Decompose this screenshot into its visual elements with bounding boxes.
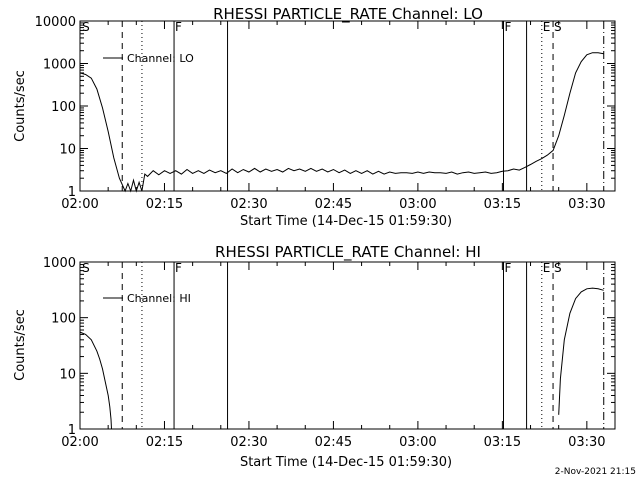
event-marker-label: F: [504, 20, 511, 34]
panel-lo-plot-frame: [79, 20, 616, 192]
x-tick-label: 02:45: [315, 435, 352, 450]
event-marker-label: S: [554, 261, 562, 275]
x-tick-label: 03:00: [399, 197, 436, 212]
panel-hi-title: RHESSI PARTICLE_RATE Channel: HI: [215, 243, 481, 262]
event-marker-label: S: [82, 261, 90, 275]
event-marker-label: F: [175, 261, 182, 275]
series-line: [558, 287, 604, 415]
y-tick-label: 1: [68, 423, 76, 438]
event-marker-label: E: [543, 261, 551, 275]
panel-hi-x-axis-label: Start Time (14-Dec-15 01:59:30): [240, 455, 452, 470]
panel-lo-y-axis: 1 10 100 1000 10000: [35, 15, 615, 200]
y-tick-label: 100: [51, 312, 76, 327]
event-marker-label: E: [543, 20, 551, 34]
panel-hi-y-axis-label: Counts/sec: [13, 309, 28, 381]
x-tick-label: 02:00: [61, 197, 98, 212]
x-tick-label: 03:15: [484, 435, 521, 450]
y-tick-label: 100: [51, 100, 76, 115]
x-tick-label: 02:15: [146, 435, 183, 450]
series-line: [79, 52, 604, 193]
panel-lo-y-axis-label: Counts/sec: [13, 70, 28, 142]
y-tick-label: 10: [59, 367, 76, 382]
x-tick-label: 02:15: [146, 197, 183, 212]
x-tick-label: 02:30: [230, 197, 267, 212]
x-tick-label: 02:30: [230, 435, 267, 450]
x-tick-label: 03:15: [484, 197, 521, 212]
panel-lo-x-axis-label: Start Time (14-Dec-15 01:59:30): [240, 214, 452, 229]
x-tick-label: 02:00: [61, 435, 98, 450]
x-tick-label: 03:00: [399, 435, 436, 450]
y-tick-label: 1000: [43, 256, 76, 271]
panel-lo-legend: Channel: LO: [103, 52, 194, 65]
x-tick-label: 02:45: [315, 197, 352, 212]
panel-lo-legend-label: Channel: LO: [127, 52, 194, 65]
event-marker-label: S: [82, 20, 90, 34]
panel-hi-plot-frame: [79, 261, 616, 430]
panel-hi-x-axis: 02:00 02:15 02:30 02:45 03:00 03:15 03:30: [61, 262, 616, 450]
panel-lo-series: [79, 52, 604, 193]
panel-hi-legend: Channel: HI: [103, 292, 191, 305]
x-tick-label: 03:30: [568, 435, 605, 450]
panel-lo-x-axis: 02:00 02:15 02:30 02:45 03:00 03:15 03:30: [61, 21, 616, 212]
footer-date-stamp: 2-Nov-2021 21:15: [555, 467, 636, 477]
y-tick-label: 1: [68, 185, 76, 200]
x-tick-label: 03:30: [568, 197, 605, 212]
event-marker-label: F: [504, 261, 511, 275]
y-tick-label: 1000: [43, 58, 76, 73]
panel-hi-legend-label: Channel: HI: [127, 292, 191, 305]
y-tick-label: 10: [59, 143, 76, 158]
event-marker-label: F: [175, 20, 182, 34]
event-marker-label: S: [554, 20, 562, 34]
panel-hi-y-axis: 1 10 100 1000: [43, 256, 615, 438]
panel-hi-series: [79, 287, 604, 430]
y-tick-label: 10000: [35, 15, 76, 30]
panel-lo-title: RHESSI PARTICLE_RATE Channel: LO: [213, 5, 483, 24]
series-line: [79, 331, 112, 430]
